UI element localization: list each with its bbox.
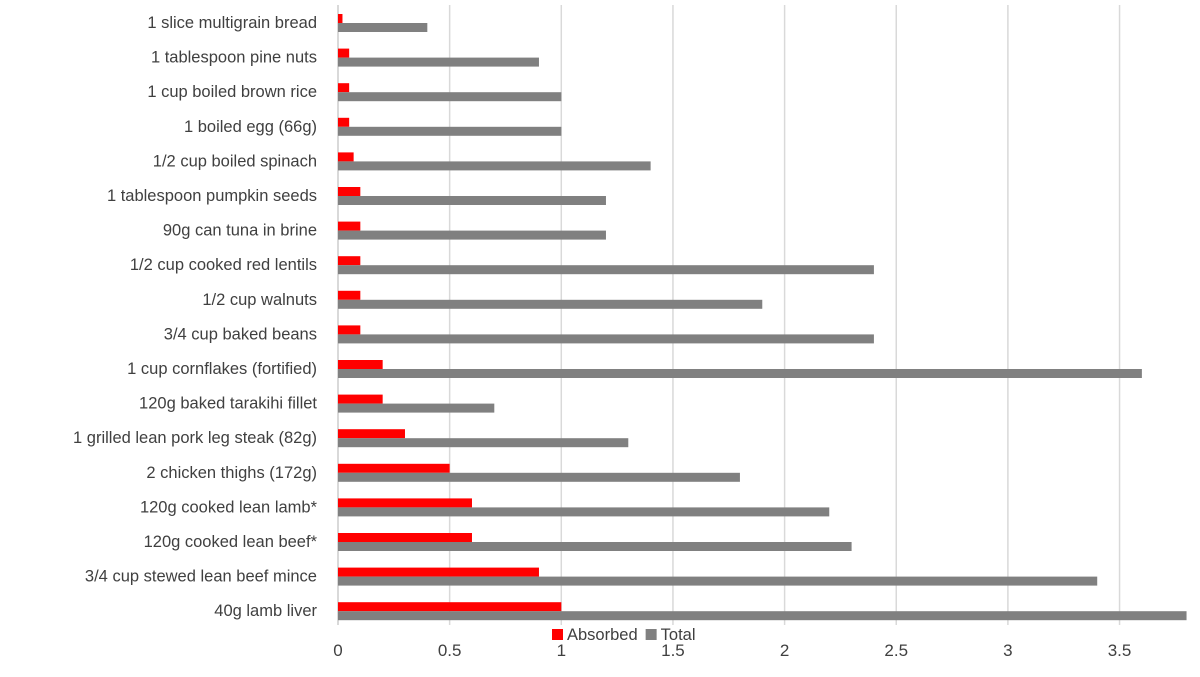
bar-absorbed: [338, 14, 343, 23]
bar-total: [338, 265, 874, 275]
bar-absorbed: [338, 152, 354, 162]
bar-total: [338, 23, 428, 32]
bar-absorbed: [338, 463, 450, 473]
x-tick-label: 3.5: [1108, 641, 1132, 660]
legend: Absorbed Total: [552, 626, 696, 644]
bar-total: [338, 438, 629, 448]
category-label: 120g cooked lean beef*: [144, 533, 318, 551]
bar-absorbed: [338, 187, 361, 196]
bar-absorbed: [338, 221, 361, 231]
category-label: 1/2 cup walnuts: [202, 291, 317, 309]
bar-absorbed: [338, 290, 361, 300]
legend-swatch: [552, 629, 563, 640]
category-label: 1 slice multigrain bread: [147, 14, 317, 32]
bar-total: [338, 507, 830, 517]
legend-label: Total: [661, 626, 696, 644]
bar-total: [338, 334, 874, 344]
x-tick-label: 2: [780, 641, 789, 660]
bar-total: [338, 542, 852, 551]
bar-absorbed: [338, 602, 562, 612]
category-label: 1 tablespoon pumpkin seeds: [107, 187, 317, 205]
category-label: 1 boiled egg (66g): [184, 118, 317, 136]
bar-total: [338, 611, 1187, 621]
x-tick-label: 2.5: [884, 641, 908, 660]
bar-total: [338, 299, 763, 309]
bar-absorbed: [338, 117, 350, 127]
bar-total: [338, 369, 1142, 378]
x-tick-label: 1.5: [661, 641, 685, 660]
bar-absorbed: [338, 533, 472, 542]
category-label: 1 cup boiled brown rice: [147, 83, 317, 101]
bar-absorbed: [338, 360, 383, 369]
category-label: 40g lamb liver: [214, 602, 317, 620]
x-tick-label: 1: [557, 641, 566, 660]
bar-absorbed: [338, 498, 472, 508]
legend-swatch: [645, 629, 657, 640]
category-label: 3/4 cup stewed lean beef mince: [85, 568, 317, 586]
x-tick-label: 3: [1003, 641, 1012, 660]
x-tick-label: 0.5: [438, 641, 462, 660]
category-label: 1/2 cup cooked red lentils: [130, 256, 317, 274]
x-tick-label: 0: [333, 641, 342, 660]
bar-total: [338, 230, 606, 240]
bar-absorbed: [338, 567, 539, 577]
category-label: 1 grilled lean pork leg steak (82g): [73, 429, 317, 447]
category-label: 1 tablespoon pine nuts: [151, 49, 317, 67]
category-label: 1 cup cornflakes (fortified): [127, 360, 317, 378]
bar-total: [338, 403, 495, 413]
bar-total: [338, 576, 1098, 586]
bar-total: [338, 161, 651, 171]
bar-total: [338, 472, 740, 482]
category-label: 2 chicken thighs (172g): [146, 464, 317, 482]
category-label: 120g baked tarakihi fillet: [139, 395, 317, 413]
bar-absorbed: [338, 325, 361, 335]
category-label: 1/2 cup boiled spinach: [153, 152, 317, 170]
bar-absorbed: [338, 394, 383, 404]
bar-total: [338, 126, 562, 136]
bar-total: [338, 92, 562, 102]
bar-total: [338, 57, 539, 67]
category-label: 90g can tuna in brine: [163, 222, 317, 240]
category-label: 3/4 cup baked beans: [164, 325, 317, 343]
bar-absorbed: [338, 429, 405, 439]
bar-absorbed: [338, 83, 350, 93]
category-label: 120g cooked lean lamb*: [140, 498, 318, 516]
legend-label: Absorbed: [567, 626, 638, 644]
bar-total: [338, 196, 606, 205]
bar-absorbed: [338, 48, 350, 58]
bar-absorbed: [338, 256, 361, 266]
